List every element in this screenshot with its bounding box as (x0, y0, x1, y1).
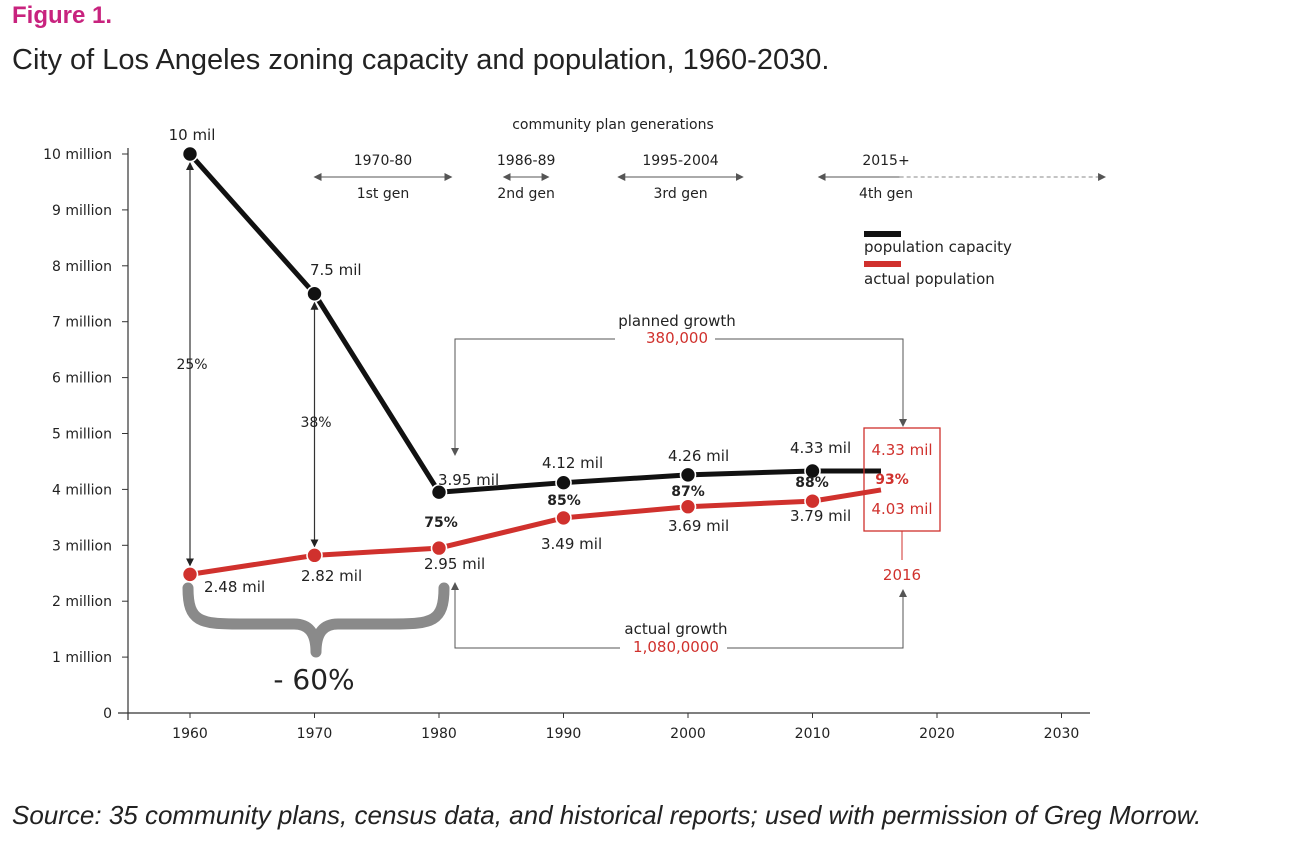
legend-label-capacity: population capacity (864, 238, 1012, 256)
box-2016-capacity: 4.33 mil (871, 441, 932, 459)
planned-growth-bracket-right (715, 338, 907, 427)
generation-years-2: 1986-89 (497, 153, 556, 169)
capacity-point-2010 (804, 462, 821, 480)
generation-label-4: 4th gen (859, 186, 913, 202)
population-point-1960 (181, 566, 199, 583)
box-2016-ratio: 93% (875, 472, 909, 488)
population-label-1980: 2.95 mil (424, 555, 485, 573)
generation-label-1: 1st gen (357, 186, 410, 202)
population-line (189, 498, 813, 577)
capacity-label-1980: 3.95 mil (438, 471, 499, 489)
legend-label-population: actual population (864, 270, 995, 288)
source-note: Source: 35 community plans, census data,… (12, 800, 1202, 830)
actual-growth-label: actual growth (624, 620, 727, 638)
planned-growth-label: planned growth (618, 312, 736, 330)
capacity-label-1990: 4.12 mil (542, 454, 603, 472)
x-tick-label: 2020 (919, 726, 955, 742)
capacity-label-2000: 4.26 mil (668, 447, 729, 465)
ratio-label-1970: 38% (300, 415, 331, 431)
capacity-point-1990 (555, 474, 572, 491)
population-label-1960: 2.48 mil (204, 578, 265, 596)
capacity-label-2010: 4.33 mil (790, 439, 851, 457)
y-tick-label: 7 million (52, 315, 112, 331)
y-tick-label: 1 million (52, 650, 112, 666)
x-tick-label: 1990 (546, 726, 582, 742)
population-label-1990: 3.49 mil (541, 535, 602, 553)
ratio-label-1980: 75% (424, 515, 458, 531)
generation-years-4: 2015+ (862, 153, 909, 169)
generation-years-1: 1970-80 (354, 153, 413, 169)
y-tick-label: 6 million (52, 371, 112, 387)
y-tick-label: 4 million (52, 482, 112, 498)
figure-label: Figure 1. (12, 2, 113, 29)
ratio-label-1990: 85% (547, 493, 581, 509)
decline-brace (182, 582, 450, 658)
y-tick-label: 2 million (52, 594, 112, 610)
capacity-point-1980 (430, 483, 448, 501)
capacity-label-1960: 10 mil (169, 126, 216, 144)
generations-title: community plan generations (512, 117, 714, 133)
y-tick-label: 0 (103, 706, 112, 722)
population-point-2010 (804, 492, 821, 510)
x-tick-label: 1960 (172, 726, 208, 742)
capacity-label-1970: 7.5 mil (310, 261, 362, 279)
population-point-1970 (306, 547, 323, 564)
capacity-point-1960 (181, 145, 199, 163)
actual-growth-value: 1,080,0000 (633, 638, 719, 656)
x-tick-label: 1970 (297, 726, 333, 742)
ratio-label-1960: 25% (176, 357, 207, 373)
box-2016-year: 2016 (883, 566, 921, 584)
population-point-2000 (679, 498, 697, 516)
population-label-1970: 2.82 mil (301, 567, 362, 585)
decline-label: - 60% (273, 663, 354, 696)
y-tick-label: 10 million (43, 147, 112, 163)
capacity-line (188, 152, 813, 495)
population-label-2010: 3.79 mil (790, 507, 851, 525)
population-line-extension (812, 487, 882, 504)
box-2016-population: 4.03 mil (871, 500, 932, 518)
generation-years-3: 1995-2004 (642, 153, 718, 169)
generation-label-2: 2nd gen (497, 186, 555, 202)
x-tick-label: 1980 (421, 726, 457, 742)
figure-title: City of Los Angeles zoning capacity and … (12, 44, 830, 76)
capacity-point-2000 (679, 466, 697, 484)
ratio-label-2000: 87% (671, 484, 705, 500)
x-tick-label: 2010 (795, 726, 831, 742)
y-tick-label: 5 million (52, 427, 112, 443)
population-point-1980 (430, 539, 448, 557)
ratio-label-2010: 88% (795, 475, 829, 491)
x-tick-label: 2030 (1044, 726, 1080, 742)
y-tick-label: 3 million (52, 538, 112, 554)
actual-growth-bracket-right (727, 589, 907, 649)
planned-growth-value: 380,000 (646, 329, 708, 347)
x-tick-label: 2000 (670, 726, 706, 742)
population-point-1990 (555, 509, 572, 527)
actual-growth-bracket-left (451, 582, 620, 649)
y-tick-label: 9 million (52, 203, 112, 219)
planned-growth-bracket-left (451, 338, 615, 456)
capacity-point-1970 (306, 285, 323, 303)
generation-label-3: 3rd gen (653, 186, 707, 202)
y-tick-label: 8 million (52, 259, 112, 275)
population-label-2000: 3.69 mil (668, 517, 729, 535)
